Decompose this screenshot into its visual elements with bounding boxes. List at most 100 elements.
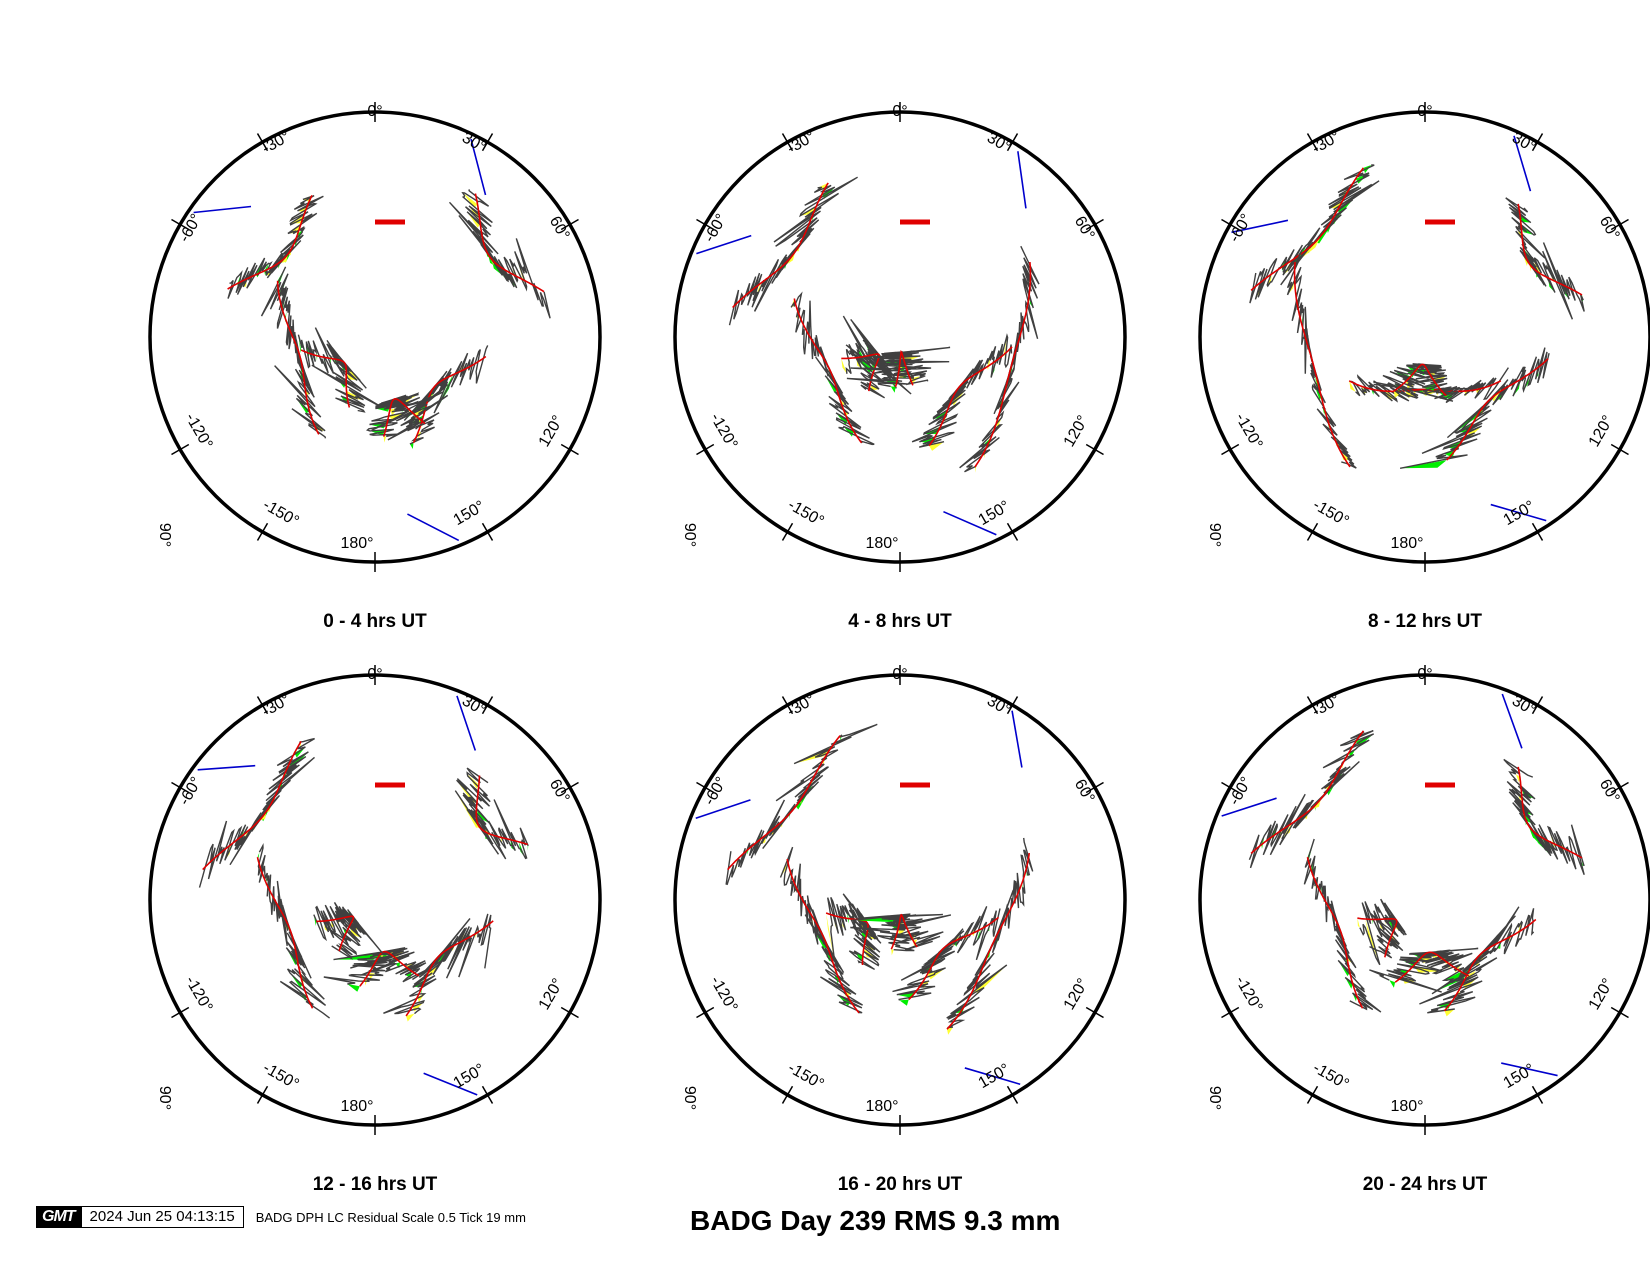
azimuth-tick-label: 150° (976, 1061, 1013, 1092)
azimuth-tick (1006, 1085, 1019, 1104)
azimuth-tick-label: 180° (1390, 535, 1423, 552)
skyplot-data-layer (193, 138, 551, 542)
residual-trace (725, 723, 878, 886)
satellite-track (786, 858, 860, 1014)
residual-trace (227, 195, 324, 299)
residual-trace (850, 913, 952, 952)
azimuth-tick (696, 218, 715, 231)
azimuth-tick (781, 696, 794, 715)
skyplot-outline (148, 673, 602, 1127)
positive-residual-fill (1394, 365, 1441, 396)
azimuth-tick (1306, 522, 1319, 541)
azimuth-tick-label: -30° (1309, 128, 1343, 157)
azimuth-tick-label: 180° (340, 535, 373, 552)
low-elevation-track (1501, 1062, 1558, 1077)
low-elevation-track (197, 764, 256, 771)
skyplot-panel: 0°30°60°120°150°180°-150°-120°-60°-30°90… (1198, 102, 1650, 632)
azimuth-tick-label: 60° (546, 777, 573, 806)
azimuth-tick-label: 150° (1501, 1061, 1538, 1092)
azimuth-tick (560, 218, 579, 231)
satellite-track (276, 280, 320, 435)
azimuth-tick (256, 696, 269, 715)
satellite-track (1357, 917, 1398, 958)
satellite-track (946, 852, 1030, 1030)
skyplot-outline (1198, 110, 1650, 564)
azimuth-tick (481, 1085, 494, 1104)
negative-residual-fill (1467, 382, 1514, 438)
azimuth-tick (781, 522, 794, 541)
panel-title: 8 - 12 hrs UT (1368, 611, 1482, 632)
azimuth-tick-label: 150° (976, 498, 1013, 529)
azimuth-tick (1531, 696, 1544, 715)
azimuth-tick (1085, 781, 1104, 794)
satellite-track (1348, 380, 1502, 393)
plot-timestamp: 2024 Jun 25 04:13:15 (80, 1206, 244, 1228)
panel-title: 4 - 8 hrs UT (848, 611, 952, 632)
azimuth-tick (560, 781, 579, 794)
skyplot-panel: 0°30°60°120°150°180°-150°-120°-60°-30°90… (673, 665, 1127, 1195)
negative-residual-fill (791, 298, 849, 417)
satellite-track (382, 398, 426, 437)
satellite-track (890, 913, 918, 950)
low-elevation-track (1011, 710, 1023, 768)
azimuth-tick-label: -60° (701, 211, 730, 245)
azimuth-tick-label: 30° (1509, 692, 1538, 719)
azimuth-tick (1306, 133, 1319, 152)
low-elevation-track (1231, 219, 1289, 234)
azimuth-tick (171, 218, 190, 231)
azimuth-tick-label: 120° (536, 413, 567, 450)
low-elevation-track (193, 205, 252, 214)
residual-trace (297, 327, 384, 413)
gmt-logo: GMT (36, 1206, 81, 1228)
positive-residual-fill (1295, 249, 1329, 430)
skyplot-outline (148, 110, 602, 564)
azimuth-tick (1306, 1085, 1319, 1104)
azimuth-tick (781, 133, 794, 152)
residual-trace (448, 189, 551, 319)
azimuth-tick (171, 443, 190, 456)
residual-trace (383, 913, 492, 1015)
azimuth-tick-label: 120° (1061, 976, 1092, 1013)
residual-trace (1248, 730, 1375, 869)
skyplot-data-layer (1221, 693, 1585, 1077)
azimuth-tick-label: -30° (784, 128, 818, 157)
azimuth-tick-label: 150° (451, 498, 488, 529)
azimuth-tick (171, 1006, 190, 1019)
azimuth-tick-label: 180° (865, 1098, 898, 1115)
azimuth-tick (1531, 522, 1544, 541)
azimuth-tick-label: -60° (1226, 774, 1255, 808)
panel-title: 20 - 24 hrs UT (1363, 1174, 1488, 1195)
azimuth-tick (481, 133, 494, 152)
azimuth-tick (1221, 781, 1240, 794)
azimuth-tick-label: 0° (892, 666, 907, 683)
satellite-track (227, 195, 313, 290)
azimuth-tick-label: 0° (1417, 666, 1432, 683)
radial-tick-label: 90° (681, 523, 698, 547)
residual-trace (892, 906, 1001, 1001)
azimuth-tick-label: 120° (1586, 413, 1617, 450)
azimuth-tick (1610, 781, 1629, 794)
panel-title: 12 - 16 hrs UT (313, 1174, 438, 1195)
satellite-track (908, 916, 999, 1001)
azimuth-tick (1006, 133, 1019, 152)
positive-residual-fill (1261, 733, 1374, 849)
azimuth-tick (1531, 1085, 1544, 1104)
azimuth-tick (1085, 218, 1104, 231)
satellite-track (300, 349, 351, 408)
azimuth-tick (1006, 522, 1019, 541)
radial-tick-label: 90° (156, 523, 173, 547)
azimuth-tick-label: 150° (1501, 498, 1538, 529)
radial-tick-label: 90° (681, 1086, 698, 1110)
low-elevation-track (1017, 151, 1027, 209)
azimuth-tick (1006, 696, 1019, 715)
azimuth-tick-label: 0° (892, 103, 907, 120)
radial-tick-label: 90° (156, 1086, 173, 1110)
skyplot-panel: 0°30°60°120°150°180°-150°-120°-60°-30°90… (1198, 665, 1650, 1195)
satellite-track (1446, 358, 1549, 461)
azimuth-tick-label: -30° (784, 691, 818, 720)
satellite-track (474, 193, 545, 293)
satellite-track (928, 346, 1013, 447)
azimuth-tick-label: 60° (1071, 214, 1098, 243)
azimuth-tick-label: 0° (367, 666, 382, 683)
azimuth-tick-label: 120° (536, 976, 567, 1013)
